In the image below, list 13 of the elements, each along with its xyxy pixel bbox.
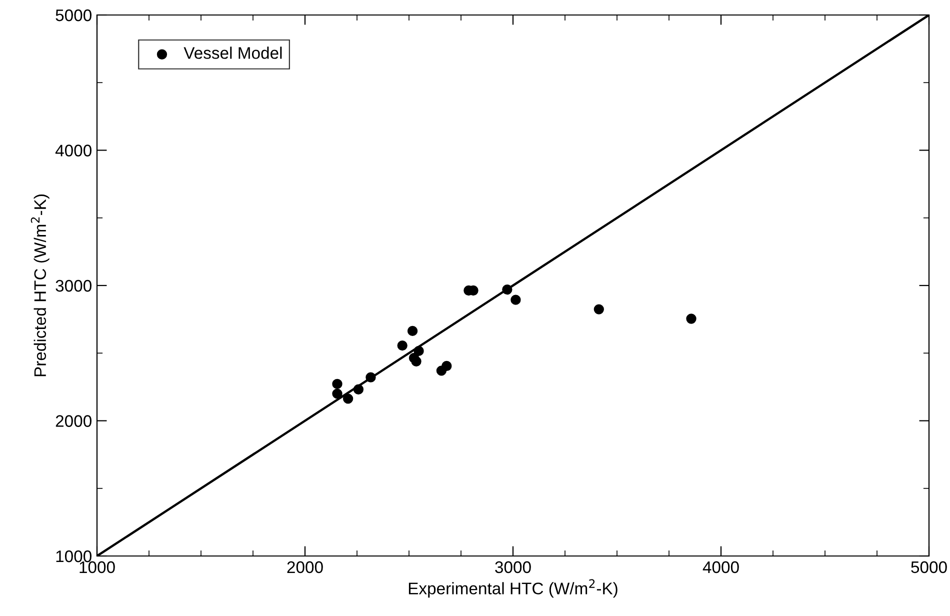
x-tick-label: 5000 bbox=[911, 561, 947, 574]
y-tick-label: 5000 bbox=[56, 9, 92, 22]
x-tick-label: 3000 bbox=[495, 561, 531, 574]
x-tick-label: 1000 bbox=[80, 561, 115, 574]
y-tick-label: 2000 bbox=[56, 415, 92, 427]
x-axis-title: Experimental HTC (W/m$^{2}$-K) bbox=[408, 579, 618, 598]
y-tick-label: 1000 bbox=[56, 550, 92, 562]
legend-label: Vessel Model bbox=[184, 46, 282, 59]
y-axis-title: Predicted HTC (W/m$^{2}$-K) bbox=[30, 194, 50, 376]
x-tick-label: 2000 bbox=[287, 561, 323, 574]
y-tick-label: 4000 bbox=[55, 144, 92, 156]
x-tick-label: 4000 bbox=[702, 561, 739, 574]
y-tick-label: 3000 bbox=[56, 280, 92, 292]
